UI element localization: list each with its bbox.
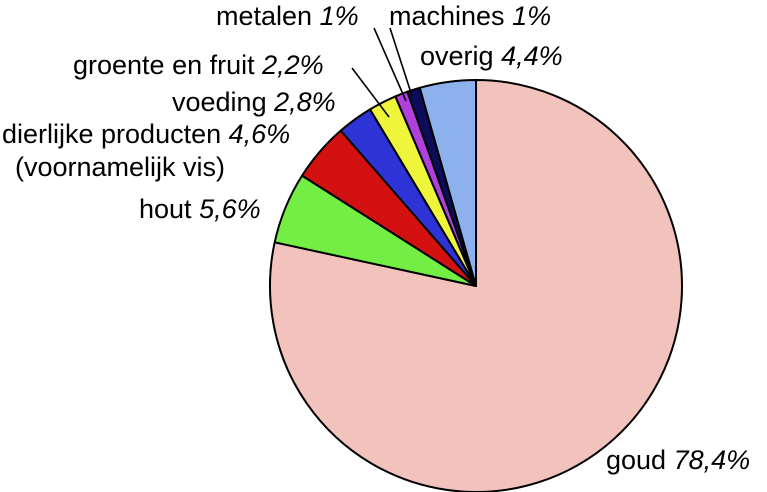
slice-label-goud: goud 78,4% [606, 445, 750, 475]
slice-label-machines-name: machines [389, 1, 505, 31]
slice-label-hout-name: hout [139, 194, 192, 224]
slice-value-dierlijke-producten: 4,6% [229, 119, 291, 149]
pie-slice-overig [418, 79, 477, 287]
leader-line-metalen [373, 27, 407, 102]
slice-value-overig: 4,4% [501, 41, 563, 71]
leader-lines [351, 27, 413, 118]
slice-label-dierlijke-producten-line2: (voornamelijk vis) [15, 152, 225, 182]
slice-label-dierlijke-producten: dierlijke producten 4,6% [2, 119, 290, 149]
slice-value-voeding: 2,8% [273, 87, 336, 117]
slice-label-goud-name: goud [606, 445, 666, 475]
slice-label-machines: machines 1% [389, 1, 551, 31]
leader-line-groente-en-fruit [351, 67, 390, 118]
slice-label-voeding: voeding 2,8% [172, 87, 336, 117]
slice-label-overig-name: overig [420, 41, 494, 71]
slice-label-groente-en-fruit-name: groente en fruit [73, 50, 255, 80]
slice-value-hout: 5,6% [199, 194, 261, 224]
leader-line-machines [389, 27, 413, 97]
slice-label-groente-en-fruit: groente en fruit 2,2% [73, 50, 324, 80]
slice-value-metalen: 1% [320, 1, 359, 31]
slice-label-metalen: metalen 1% [216, 1, 359, 31]
slice-label-hout: hout 5,6% [139, 194, 261, 224]
slice-value-groente-en-fruit: 2,2% [261, 50, 324, 80]
slice-label-metalen-name: metalen [216, 1, 312, 31]
pie-slices [269, 79, 683, 492]
slice-value-machines: 1% [512, 1, 551, 31]
slice-label-voeding-name: voeding [172, 87, 267, 117]
slice-label-dierlijke-producten-name: dierlijke producten [2, 119, 221, 149]
slice-value-goud: 78,4% [674, 445, 751, 475]
slice-label-overig: overig 4,4% [420, 41, 563, 71]
